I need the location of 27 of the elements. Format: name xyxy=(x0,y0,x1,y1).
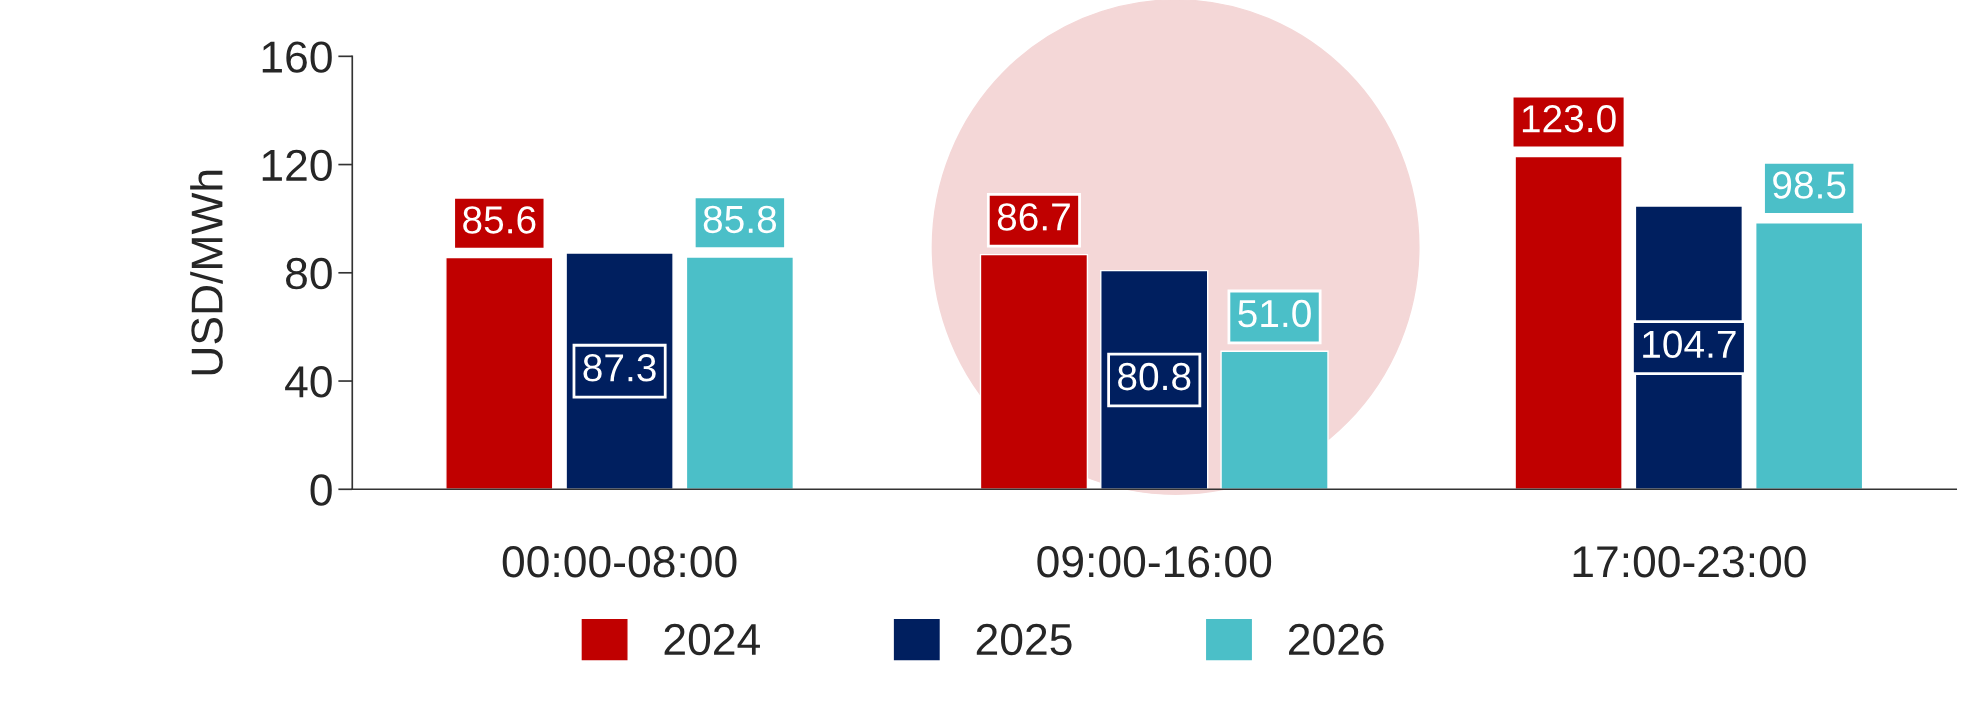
x-tick-label: 00:00-08:00 xyxy=(502,546,737,578)
data-label: 104.7 xyxy=(1643,330,1736,359)
legend-label: 2025 xyxy=(976,623,1072,656)
bar xyxy=(445,256,554,490)
bar xyxy=(1514,155,1623,490)
data-label: 87.3 xyxy=(583,354,656,382)
data-label: 85.8 xyxy=(703,205,777,234)
y-tick-label: 80 xyxy=(286,257,332,290)
data-label: 98.5 xyxy=(1773,171,1846,199)
y-axis-title: USD/MWh xyxy=(190,170,223,375)
bar xyxy=(1220,350,1329,490)
legend-label: 2026 xyxy=(1289,623,1384,656)
y-tick-label: 40 xyxy=(285,366,332,398)
bar xyxy=(1755,222,1864,490)
data-label: 123.0 xyxy=(1522,104,1616,133)
x-tick-label: 09:00-16:00 xyxy=(1037,546,1272,578)
y-tick-label: 0 xyxy=(310,474,332,506)
data-label: 80.8 xyxy=(1118,362,1191,391)
data-label: 85.6 xyxy=(463,206,536,234)
bar xyxy=(979,253,1089,490)
y-tick-label: 120 xyxy=(262,149,332,182)
data-label: 51.0 xyxy=(1238,299,1311,328)
y-tick-label: 160 xyxy=(262,41,332,73)
bar xyxy=(685,256,795,490)
legend-label: 2024 xyxy=(664,623,760,656)
x-tick-label: 17:00-23:00 xyxy=(1573,546,1806,578)
data-label: 86.7 xyxy=(997,203,1070,231)
